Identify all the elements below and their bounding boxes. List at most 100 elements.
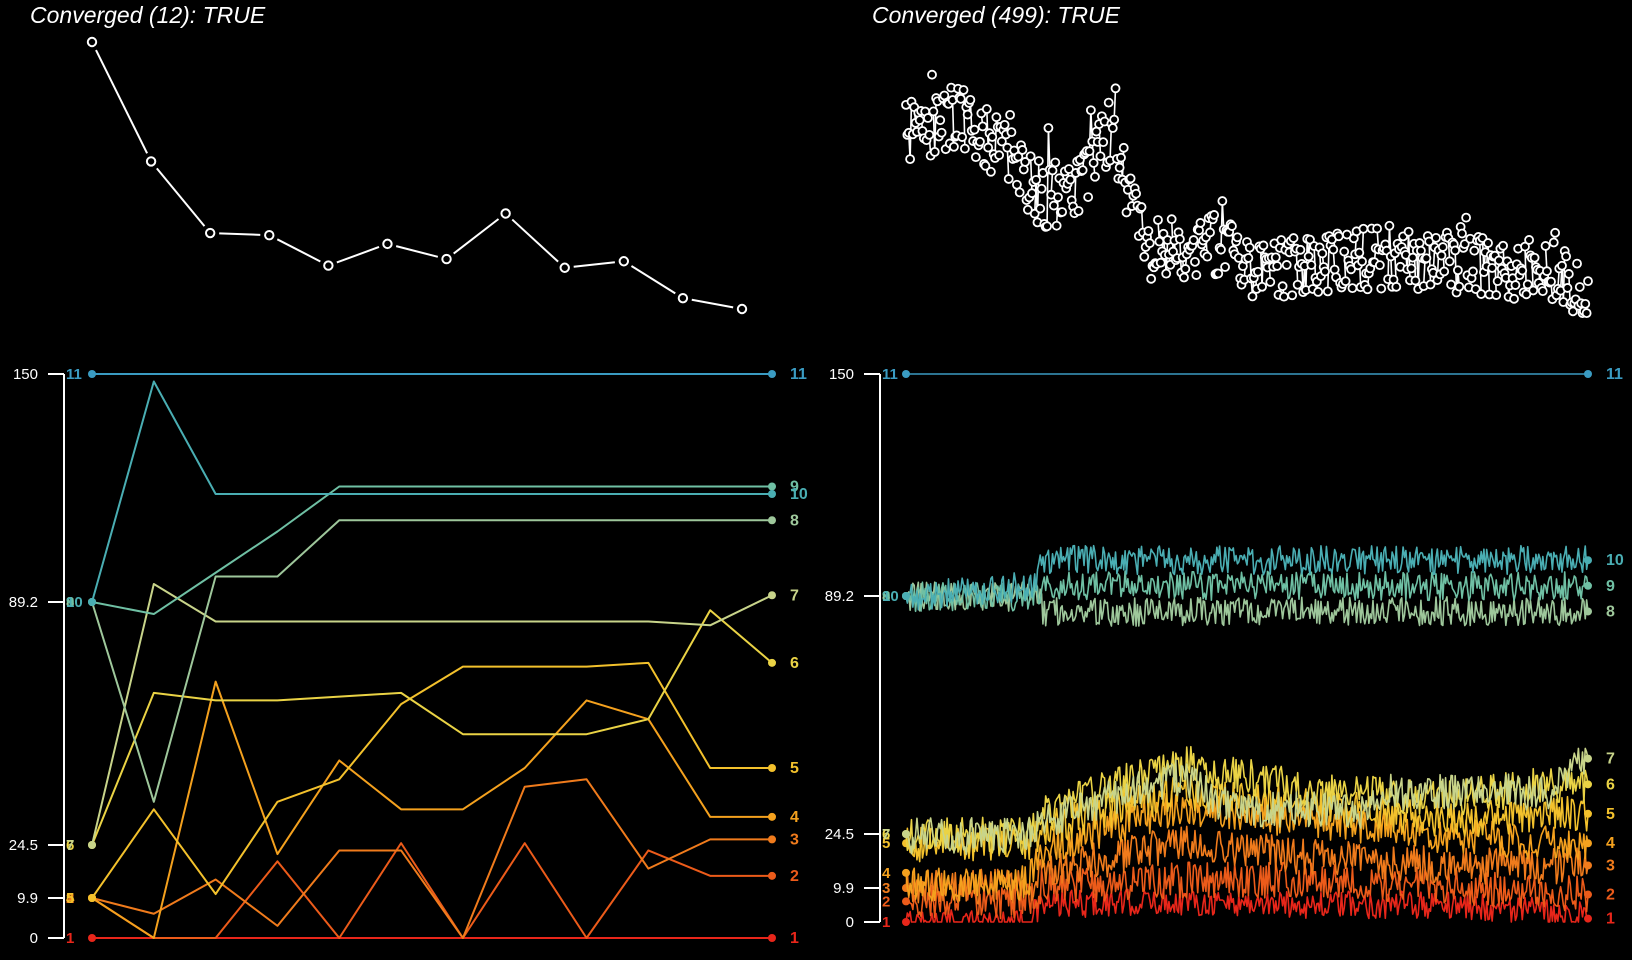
series-start-point-7 — [88, 841, 96, 849]
convergence-segment — [336, 246, 380, 264]
convergence-point — [1529, 252, 1540, 263]
series-end-point-4 — [768, 812, 776, 821]
series-start-label-2: 2 — [66, 890, 74, 907]
convergence-point — [1043, 123, 1054, 133]
convergence-point — [1277, 281, 1288, 292]
convergence-point — [1217, 196, 1228, 206]
convergence-point — [1580, 298, 1591, 309]
series-start-point-5 — [88, 894, 96, 902]
convergence-point — [677, 292, 689, 304]
series-end-label-9: 9 — [1606, 578, 1615, 595]
convergence-point — [1155, 257, 1166, 268]
convergence-point — [1116, 152, 1126, 163]
convergence-point — [1454, 281, 1465, 292]
series-line-2 — [905, 861, 1589, 920]
convergence-point — [1546, 276, 1556, 287]
series-end-point-1 — [1584, 914, 1592, 923]
series-end-label-2: 2 — [790, 868, 799, 885]
convergence-point — [1317, 248, 1328, 259]
convergence-point — [1322, 286, 1333, 297]
series-end-point-7 — [768, 591, 776, 600]
convergence-point — [975, 136, 985, 147]
convergence-point — [1006, 127, 1017, 138]
convergence-point — [965, 94, 976, 105]
series-start-label-3: 3 — [66, 890, 74, 907]
convergence-point — [1154, 236, 1165, 247]
convergence-point — [1537, 286, 1548, 297]
convergence-point — [1033, 156, 1044, 166]
convergence-point — [1136, 202, 1147, 212]
convergence-segment — [276, 238, 321, 263]
convergence-point — [994, 150, 1005, 161]
convergence-point — [1494, 255, 1504, 266]
convergence-point — [382, 238, 393, 250]
convergence-point — [1209, 210, 1220, 220]
series-start-label-8: 8 — [882, 588, 890, 605]
series-start-label-7: 7 — [66, 837, 74, 854]
series-end-point-6 — [768, 658, 776, 667]
series-end-point-5 — [1584, 809, 1592, 818]
series-end-label-7: 7 — [1606, 751, 1615, 768]
convergence-point — [986, 166, 996, 177]
convergence-point — [1561, 251, 1571, 262]
convergence-point — [914, 115, 925, 126]
convergence-point — [1036, 183, 1047, 194]
convergence-point — [1340, 276, 1351, 287]
convergence-point — [1287, 290, 1298, 301]
series-start-label-1: 1 — [882, 914, 890, 931]
series-end-label-2: 2 — [1606, 887, 1615, 904]
convergence-point — [736, 303, 748, 315]
convergence-point — [927, 69, 937, 80]
series-start-label-5: 5 — [882, 835, 890, 852]
convergence-point — [1095, 151, 1106, 162]
convergence-point — [1407, 252, 1418, 263]
series-line-6 — [905, 745, 1589, 856]
series-end-label-1: 1 — [1606, 911, 1615, 928]
convergence-point — [1292, 279, 1303, 290]
series-end-point-8 — [768, 516, 776, 525]
series-start-point-10 — [88, 598, 96, 606]
convergence-point — [1179, 272, 1189, 283]
series-end-point-10 — [768, 490, 776, 498]
y-tick-label: 0 — [30, 930, 38, 947]
convergence-point — [1276, 235, 1287, 245]
convergence-segment — [1090, 110, 1094, 142]
convergence-point — [1053, 192, 1063, 203]
series-end-label-6: 6 — [1606, 776, 1615, 793]
series-start-label-1: 1 — [66, 930, 74, 947]
series-start-label-9: 9 — [882, 588, 890, 605]
series-start-label-9: 9 — [66, 594, 74, 611]
convergence-segment — [1113, 88, 1117, 120]
series-end-label-1: 1 — [790, 930, 799, 947]
convergence-point — [1013, 151, 1024, 162]
convergence-point — [1065, 174, 1076, 185]
series-end-point-4 — [1584, 839, 1592, 848]
convergence-segment — [630, 265, 676, 295]
convergence-point — [928, 106, 939, 117]
convergence-point — [1227, 221, 1237, 231]
convergence-point — [1131, 188, 1141, 199]
convergence-point — [996, 136, 1007, 147]
convergence-point — [959, 143, 970, 154]
convergence-point — [1425, 279, 1436, 290]
convergence-point — [1143, 226, 1154, 236]
convergence-point — [1042, 221, 1052, 232]
series-end-point-9 — [768, 482, 776, 491]
convergence-segment — [1479, 240, 1482, 295]
convergence-point — [1202, 251, 1213, 262]
convergence-point — [1247, 291, 1258, 302]
series-line-5 — [91, 661, 772, 899]
series-end-label-10: 10 — [1606, 552, 1624, 569]
series-end-label-9: 9 — [790, 479, 799, 496]
y-tick-label: 89.2 — [825, 588, 854, 605]
convergence-point — [1103, 97, 1114, 108]
convergence-point — [1220, 262, 1230, 272]
convergence-point — [962, 109, 973, 120]
series-line-9 — [905, 570, 1589, 613]
convergence-point — [1118, 142, 1129, 153]
convergence-point — [1452, 265, 1463, 276]
convergence-segment — [573, 261, 615, 268]
convergence-point — [1469, 245, 1480, 256]
convergence-point — [1020, 157, 1031, 167]
series-start-point-11 — [902, 370, 910, 378]
